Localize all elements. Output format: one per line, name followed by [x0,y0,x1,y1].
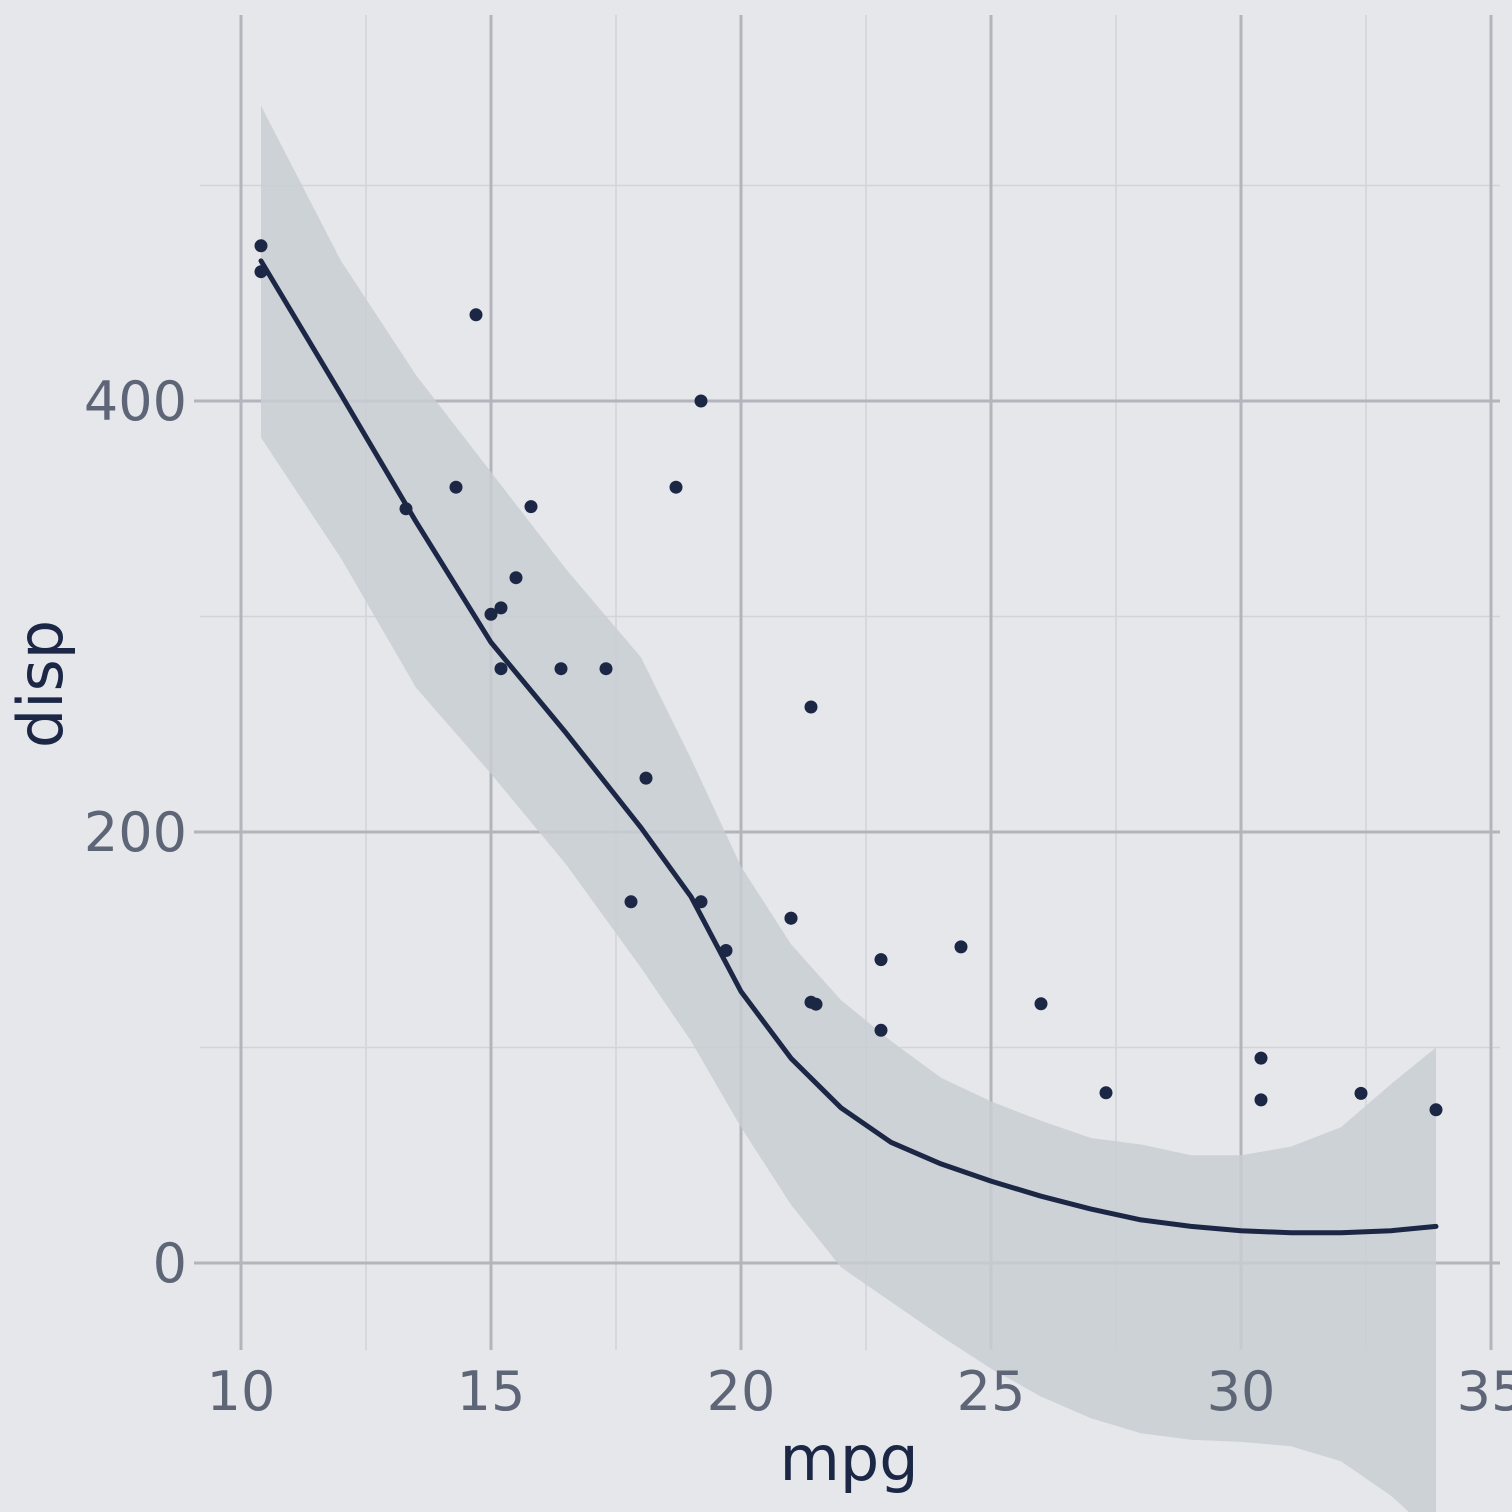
data-point [669,480,683,494]
data-point [874,953,888,967]
y-tick-label: 0 [153,1232,187,1295]
data-point [524,500,538,514]
x-tick-label: 20 [707,1360,776,1423]
x-tick-label: 15 [457,1360,526,1423]
data-point [694,394,708,408]
data-point [469,308,483,322]
data-point [1254,1093,1268,1107]
data-point [784,911,798,925]
data-point [624,895,638,909]
confidence-band [261,105,1436,1512]
confidence-band-layer [261,105,1436,1512]
x-tick-label: 10 [207,1360,276,1423]
smooth-line [258,258,1439,1236]
data-point [1429,1103,1443,1117]
data-point [804,995,818,1009]
data-point [494,601,508,615]
data-point [804,700,818,714]
y-axis-tick-labels: 0 200 400 [84,370,187,1295]
data-point [719,944,733,957]
data-point [509,571,523,585]
data-point [399,502,413,516]
data-point [449,480,463,494]
data-point [954,940,968,954]
data-point [254,239,268,253]
data-point [494,662,508,676]
scatter-points [254,239,1443,1117]
data-point [554,662,568,676]
y-tick-label: 200 [84,801,187,864]
x-tick-label: 30 [1207,1360,1276,1423]
y-tick-label: 400 [84,370,187,433]
data-point [1099,1086,1113,1100]
data-point [874,1023,888,1037]
x-tick-label: 35 [1457,1360,1512,1423]
data-point [484,607,498,621]
smooth-line-layer [258,258,1439,1236]
x-axis-tick-labels: 10 15 20 25 30 35 [207,1360,1512,1423]
data-point [639,771,653,785]
data-point [599,662,613,676]
x-tick-label: 25 [957,1360,1026,1423]
y-axis-title: disp [4,620,77,748]
data-point [254,265,268,279]
data-point [1254,1051,1268,1065]
data-point [1034,997,1048,1011]
data-point [1354,1086,1368,1100]
x-axis-title: mpg [779,1422,918,1495]
data-point [694,895,708,909]
